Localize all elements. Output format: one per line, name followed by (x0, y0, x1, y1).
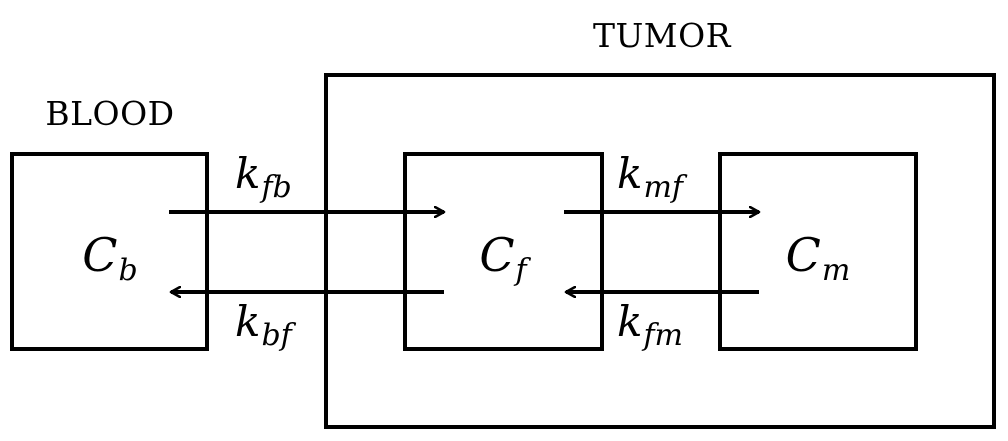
rate-k-bf-label: kbf (235, 297, 297, 353)
rate-k-fb-label: kfb (235, 149, 292, 205)
tumor-label: TUMOR (593, 16, 732, 55)
rate-k-mf-label: kmf (617, 149, 688, 205)
free-concentration-label: Cf (479, 228, 531, 288)
blood-compartment-box (10, 152, 209, 351)
tumor-region-box (324, 73, 996, 429)
blood-concentration-label: Cb (82, 228, 137, 288)
metabolized-compartment-box (718, 152, 918, 351)
blood-label: BLOOD (45, 94, 174, 133)
free-compartment-box (403, 152, 604, 351)
rate-k-fm-label: kfm (617, 297, 683, 353)
metabolized-concentration-label: Cm (786, 228, 851, 288)
